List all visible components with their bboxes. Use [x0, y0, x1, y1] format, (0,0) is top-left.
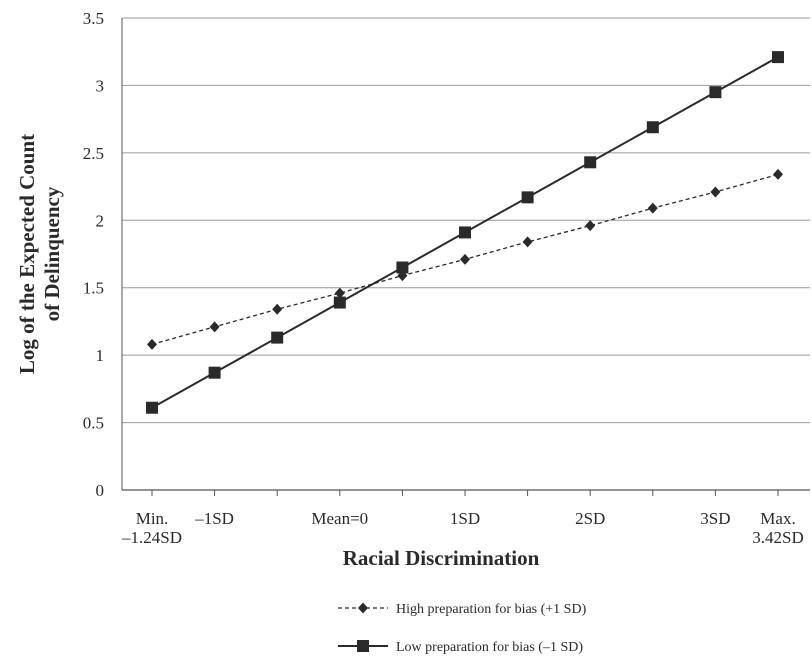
gridlines — [122, 17, 810, 424]
y-tick-label: 1.5 — [83, 279, 104, 298]
x-tick-label: –1SD — [194, 509, 234, 528]
square-marker — [709, 86, 722, 99]
y-tick-label: 2 — [96, 211, 105, 230]
square-marker — [146, 401, 158, 414]
series-low-preparation — [146, 51, 784, 414]
y-tick-label: 0 — [96, 481, 105, 500]
legend-label: Low preparation for bias (–1 SD) — [396, 640, 583, 655]
y-axis-title-line: Log of the Expected Count — [15, 134, 39, 374]
diamond-marker — [522, 236, 533, 248]
square-marker — [271, 331, 284, 344]
x-tick-label-line: 1SD — [450, 509, 480, 528]
square-marker — [333, 296, 346, 309]
y-tick-label: 3.5 — [83, 9, 104, 28]
series-high-preparation — [147, 168, 783, 350]
diamond-marker — [710, 186, 721, 198]
x-tick-label: 3SD — [700, 509, 730, 528]
square-marker — [646, 121, 659, 134]
diamond-marker — [272, 303, 283, 315]
legend-label: High preparation for bias (+1 SD) — [396, 602, 587, 617]
diamond-marker — [647, 202, 658, 214]
x-tick-label: Mean=0 — [311, 509, 368, 528]
diamond-marker — [358, 602, 368, 614]
diamond-marker — [147, 338, 157, 350]
diamond-marker — [773, 168, 783, 180]
x-tick-label-line: 2SD — [575, 509, 605, 528]
square-marker — [357, 640, 369, 652]
square-marker — [772, 51, 784, 64]
y-axis-title: Log of the Expected Countof Delinquency — [15, 134, 64, 374]
square-marker — [396, 261, 409, 274]
series-group — [146, 51, 784, 414]
x-tick-label-line: –1SD — [194, 509, 234, 528]
diamond-marker — [209, 321, 220, 333]
x-tick-label-line: 3SD — [700, 509, 730, 528]
square-marker — [459, 226, 471, 239]
diamond-marker — [585, 220, 596, 232]
x-tick-label: 2SD — [575, 509, 605, 528]
x-axis: Min. –1.24SD –1SD Mean=0 1SD 2SD 3SD Max. 3.42SD — [121, 18, 810, 547]
square-marker — [521, 191, 534, 204]
x-tick-label-line: –1.24SD — [121, 528, 182, 547]
x-tick-label-line: Mean=0 — [311, 509, 368, 528]
square-marker — [208, 366, 221, 379]
diamond-marker — [460, 253, 470, 265]
y-tick-label: 2.5 — [83, 144, 104, 163]
y-tick-label: 0.5 — [83, 414, 104, 433]
x-axis-title: Racial Discrimination — [343, 546, 540, 570]
y-axis-ticks: 0 0.5 1 1.5 2 2.5 3 3.5 — [83, 9, 104, 500]
square-marker — [584, 156, 597, 169]
legend: High preparation for bias (+1 SD) Low pre… — [338, 602, 587, 655]
y-axis-title-line: of Delinquency — [40, 186, 64, 321]
diamond-marker — [334, 287, 345, 299]
x-tick-label-line: Max. — [760, 509, 795, 528]
x-tick-label-line: 3.42SD — [752, 528, 803, 547]
x-tick-label-line: Min. — [136, 509, 169, 528]
x-tick-label: Max. 3.42SD — [752, 509, 803, 547]
y-tick-label: 1 — [96, 346, 105, 365]
y-tick-label: 3 — [96, 76, 105, 95]
x-tick-label: 1SD — [450, 509, 480, 528]
x-tick-label: Min. –1.24SD — [121, 509, 182, 547]
